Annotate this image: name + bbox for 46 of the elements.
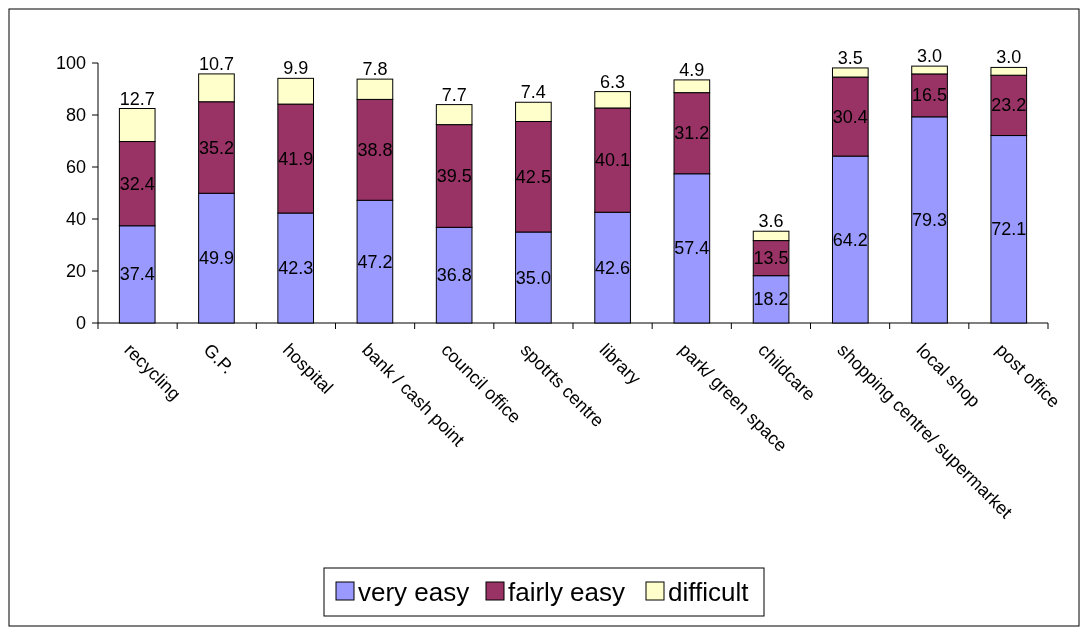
y-tick-label: 40 xyxy=(65,209,86,229)
data-label: 64.2 xyxy=(832,229,868,250)
data-label: 3.6 xyxy=(758,211,784,232)
legend-label: difficult xyxy=(668,577,750,607)
data-label: 41.9 xyxy=(278,148,314,169)
data-label: 9.9 xyxy=(283,58,309,79)
data-label: 40.1 xyxy=(595,150,631,171)
data-label: 7.8 xyxy=(362,59,388,80)
data-label: 7.7 xyxy=(441,84,467,105)
data-label: 10.7 xyxy=(198,53,234,74)
data-label: 7.4 xyxy=(520,82,546,103)
data-label: 35.2 xyxy=(198,137,234,158)
data-label: 57.4 xyxy=(674,238,710,259)
y-tick-label: 60 xyxy=(65,157,86,177)
y-tick-label: 80 xyxy=(65,105,86,125)
data-label: 12.7 xyxy=(119,88,155,109)
data-label: 4.9 xyxy=(679,59,705,80)
data-label: 36.8 xyxy=(436,265,472,286)
data-label: 16.5 xyxy=(912,85,948,106)
data-label: 79.3 xyxy=(912,209,948,230)
data-label: 42.3 xyxy=(278,258,314,279)
x-tick-label: G.P. xyxy=(199,339,238,378)
data-label: 47.2 xyxy=(357,251,393,272)
legend-label: fairly easy xyxy=(508,577,626,607)
data-label: 49.9 xyxy=(198,248,234,269)
y-tick-label: 100 xyxy=(55,53,86,73)
data-label: 42.5 xyxy=(515,166,551,187)
legend-label: very easy xyxy=(358,577,470,607)
data-label: 3.0 xyxy=(996,47,1022,68)
data-label: 39.5 xyxy=(436,165,472,186)
data-label: 31.2 xyxy=(674,123,710,144)
data-label: 18.2 xyxy=(753,289,789,310)
data-label: 3.0 xyxy=(917,46,943,67)
data-label: 23.2 xyxy=(991,95,1027,116)
data-label: 6.3 xyxy=(600,71,626,92)
data-label: 3.5 xyxy=(837,47,863,68)
data-label: 42.6 xyxy=(595,257,631,278)
data-label: 35.0 xyxy=(515,267,551,288)
data-label: 30.4 xyxy=(832,106,868,127)
data-label: 13.5 xyxy=(753,248,789,269)
data-label: 32.4 xyxy=(119,173,155,194)
data-label: 72.1 xyxy=(991,219,1027,240)
y-tick-label: 20 xyxy=(65,261,86,281)
data-label: 37.4 xyxy=(119,264,155,285)
y-tick-label: 0 xyxy=(75,313,86,333)
data-label: 38.8 xyxy=(357,139,393,160)
